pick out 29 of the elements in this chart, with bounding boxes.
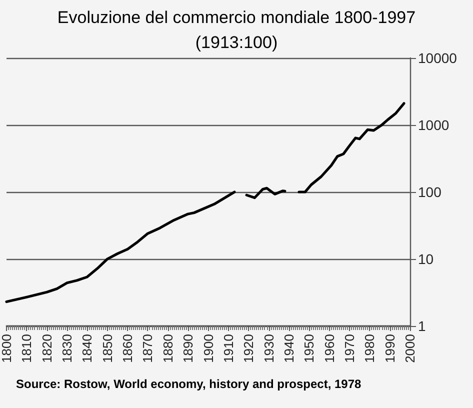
x-tick-label: 1830 xyxy=(60,334,75,363)
y-tick-label: 100 xyxy=(418,184,442,200)
y-tick-label: 10 xyxy=(418,251,434,267)
source-note: Source: Rostow, World economy, history and prospect, 1978 xyxy=(16,377,362,391)
x-tick-label: 1900 xyxy=(200,334,216,363)
x-tick-label: 1890 xyxy=(180,334,196,363)
x-tick-label: 1940 xyxy=(281,334,296,363)
x-tick-label: 1860 xyxy=(120,334,136,363)
x-tick-label: 1800 xyxy=(0,334,14,363)
x-tick-label: 1930 xyxy=(261,334,276,363)
chart-title: Evoluzione del commercio mondiale 1800-1997 xyxy=(57,8,416,27)
y-tick-label: 1000 xyxy=(418,117,450,133)
x-tick-label: 1820 xyxy=(39,334,54,363)
x-tick-label: 1870 xyxy=(140,334,156,363)
x-tick-label: 1910 xyxy=(220,334,236,363)
x-tick-label: 1990 xyxy=(382,334,398,363)
x-tick-label: 1920 xyxy=(241,334,256,363)
x-tick-label: 1960 xyxy=(322,334,337,363)
x-tick-label: 1850 xyxy=(100,334,115,363)
x-tick-label: 1880 xyxy=(160,334,176,363)
x-tick-label: 1840 xyxy=(80,334,95,363)
y-tick-label: 10000 xyxy=(418,50,458,66)
y-tick-label: 1 xyxy=(418,318,426,334)
x-tick-label: 1950 xyxy=(302,334,317,363)
x-tick-label: 1970 xyxy=(342,334,357,363)
x-tick-label: 1810 xyxy=(19,334,34,363)
chart-subtitle: (1913:100) xyxy=(195,33,278,52)
x-tick-label: 1980 xyxy=(362,334,378,363)
x-tick-label: 2000 xyxy=(402,334,418,363)
